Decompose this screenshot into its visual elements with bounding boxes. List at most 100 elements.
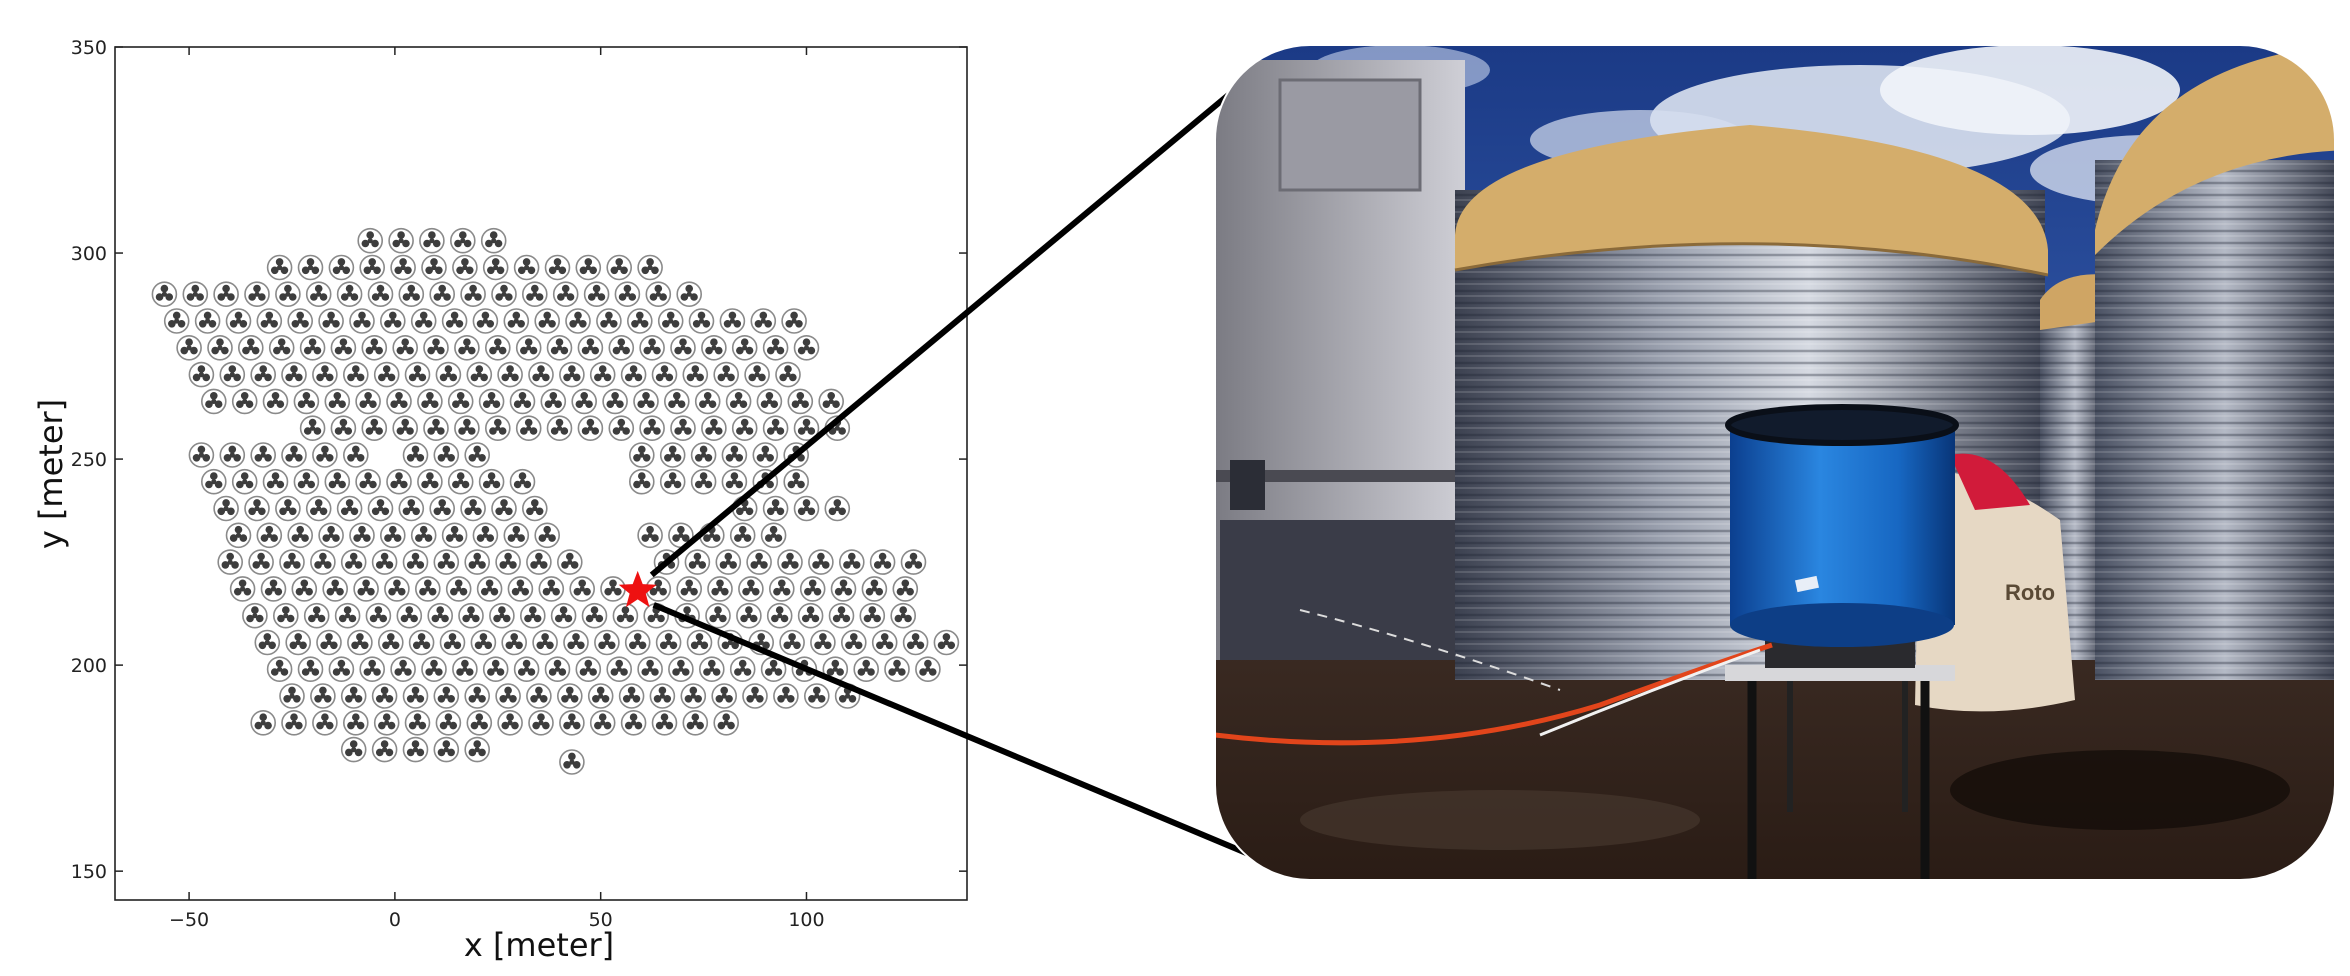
detector-marker — [201, 468, 227, 495]
detector-marker — [392, 334, 419, 361]
tent-text: Roto — [2005, 580, 2055, 605]
detector-marker — [799, 576, 826, 602]
detector-marker — [281, 361, 307, 388]
detector-marker — [663, 388, 690, 415]
detector-marker — [310, 549, 336, 575]
detector-marker — [793, 495, 820, 522]
detector-marker — [773, 683, 799, 709]
detector-marker — [312, 442, 338, 468]
detector-marker — [266, 254, 293, 281]
detector-marker — [402, 549, 429, 575]
detector-marker — [676, 281, 703, 308]
detector-marker — [373, 361, 400, 388]
detector-marker — [421, 656, 447, 683]
detector-marker — [556, 683, 583, 709]
detector-marker — [379, 308, 406, 334]
detector-marker — [544, 254, 571, 281]
detector-marker — [388, 227, 414, 254]
detector-marker — [690, 468, 717, 495]
detector-marker — [729, 522, 756, 549]
detector-marker — [279, 683, 305, 709]
detector-marker — [824, 495, 851, 522]
detector-marker — [293, 468, 320, 495]
detector-marker — [532, 629, 558, 656]
detector-marker — [355, 388, 381, 415]
detector-marker — [433, 442, 460, 468]
detector-marker — [565, 308, 591, 334]
y-tick-label: 300 — [71, 243, 107, 265]
detector-marker — [513, 656, 540, 683]
detector-marker — [651, 361, 678, 388]
detector-marker — [581, 602, 608, 629]
detector-marker — [719, 308, 746, 334]
detector-marker — [262, 388, 289, 415]
array-layout-plot: −50 0 50 100 150 200 250 300 350 x [meter] y [m… — [32, 37, 968, 964]
detector-marker — [213, 495, 239, 522]
detector-marker — [744, 361, 770, 388]
detector-marker — [497, 361, 523, 388]
detector-marker — [379, 522, 406, 549]
detector-marker — [569, 576, 596, 602]
detector-marker — [781, 308, 807, 334]
detector-marker — [633, 388, 659, 415]
detector-marker — [637, 522, 663, 549]
detector-marker — [297, 254, 324, 281]
detector-marker — [441, 522, 468, 549]
detector-marker — [349, 522, 375, 549]
detector-marker — [478, 388, 505, 415]
detector-marker — [787, 388, 814, 415]
detector-marker — [705, 602, 731, 629]
detector-marker — [328, 656, 355, 683]
detector-marker — [472, 308, 499, 334]
detector-marker — [250, 442, 277, 468]
detector-marker — [552, 281, 579, 308]
detector-marker — [423, 415, 449, 442]
detector-marker — [318, 522, 344, 549]
detector-marker — [668, 656, 694, 683]
detector-marker — [838, 549, 865, 575]
detector-marker — [299, 334, 326, 361]
detector-marker — [513, 254, 540, 281]
detector-marker — [449, 227, 476, 254]
detector-marker — [176, 334, 202, 361]
detector-marker — [281, 442, 307, 468]
detector-marker — [328, 254, 355, 281]
detector-marker — [756, 388, 783, 415]
detector-marker — [421, 254, 447, 281]
detector-marker — [637, 656, 663, 683]
detector-marker — [612, 602, 639, 629]
detector-marker — [291, 576, 318, 602]
detector-marker — [460, 495, 486, 522]
detector-marker — [293, 388, 320, 415]
detector-marker — [869, 549, 896, 575]
detector-marker — [618, 683, 645, 709]
detector-marker — [890, 602, 917, 629]
detector-marker — [353, 576, 379, 602]
detector-marker — [690, 442, 717, 468]
detector-marker — [701, 334, 727, 361]
detector-marker — [213, 281, 239, 308]
detector-marker — [484, 334, 511, 361]
detector-marker — [544, 656, 571, 683]
detector-marker — [460, 281, 486, 308]
detector-marker — [287, 308, 314, 334]
detector-marker — [297, 656, 324, 683]
detector-marker — [608, 415, 635, 442]
detector-marker — [711, 683, 738, 709]
detector-marker — [429, 495, 456, 522]
detector-marker — [466, 361, 493, 388]
highlight-star-marker — [618, 570, 657, 608]
detector-marker — [779, 629, 805, 656]
detector-marker — [606, 656, 633, 683]
detector-marker — [828, 602, 855, 629]
detector-marker — [340, 549, 367, 575]
detector-marker — [639, 415, 665, 442]
detector-marker — [853, 656, 880, 683]
detector-marker — [182, 281, 209, 308]
detector-marker — [803, 683, 830, 709]
detector-marker — [859, 602, 886, 629]
detector-marker — [892, 576, 919, 602]
detector-marker — [707, 576, 733, 602]
detector-marker — [762, 495, 789, 522]
detector-marker — [861, 576, 888, 602]
